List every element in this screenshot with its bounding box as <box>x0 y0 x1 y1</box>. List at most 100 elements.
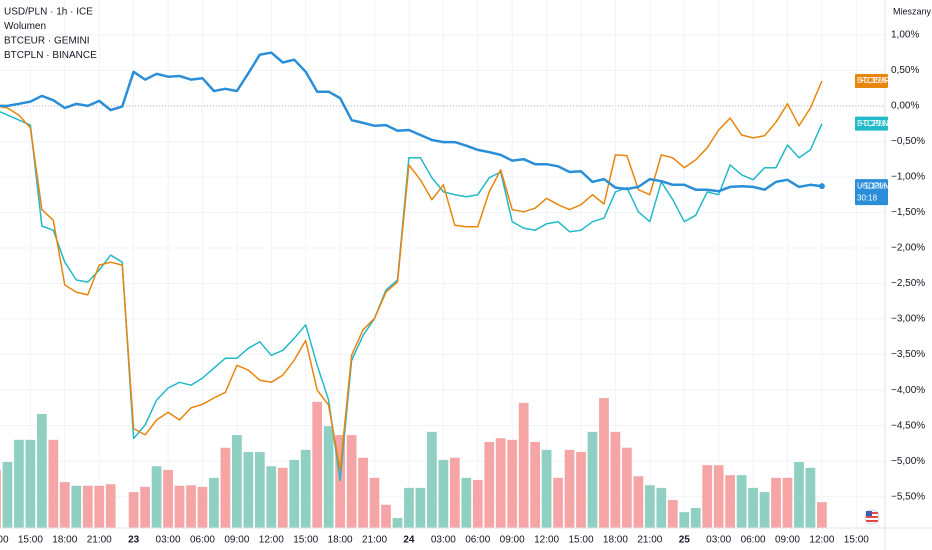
x-tick-label: 03:00 <box>431 535 456 546</box>
x-tick-label: 15:00 <box>568 535 593 546</box>
y-tick-label: −5,00% <box>891 456 925 467</box>
y-tick-label: −3,50% <box>891 349 925 360</box>
volume-bar <box>748 487 758 528</box>
volume-bar <box>404 487 414 528</box>
volume-bar <box>736 475 747 528</box>
volume-bar <box>2 462 13 528</box>
x-tick-label: 21:00 <box>87 535 112 546</box>
price-tags: USDPLN−1,13% 30:18 BTCEUR+0,35% BTCPLN−0,25… <box>855 74 890 206</box>
y-tick-label: −1,50% <box>891 207 925 218</box>
volume-bar <box>679 512 690 528</box>
volume-bar <box>140 486 150 528</box>
series-line <box>0 80 823 472</box>
volume-bar <box>186 485 196 528</box>
volume-bar <box>644 485 655 528</box>
volume-bar <box>667 500 678 528</box>
price-tag-value: −1,13% <box>860 181 887 190</box>
volume-bar <box>461 477 472 528</box>
volume-bar <box>243 451 254 528</box>
volume-bar <box>36 413 47 528</box>
volume-bar <box>254 451 265 528</box>
price-tag-box <box>855 116 888 131</box>
legend-entry: Wolumen <box>4 21 46 32</box>
volume-bar <box>564 449 575 528</box>
volume-bar <box>197 486 208 528</box>
y-tick-label: −0,50% <box>891 136 925 147</box>
x-tick-label: 18:00 <box>52 535 77 546</box>
axes: 1,00% 0,50% 0,00% −0,50% −1,00% −1,50% −2,00% −… <box>0 29 925 545</box>
y-tick-label: −3,00% <box>891 314 925 325</box>
volume-bar <box>484 441 495 528</box>
volume-bar <box>472 479 483 528</box>
series-line <box>0 111 823 482</box>
volume-bar <box>209 477 219 528</box>
x-tick-label: 09:00 <box>775 535 800 546</box>
price-tag-name: BTCPLN <box>857 119 889 128</box>
volume-bar <box>0 469 1 528</box>
x-tick-label: 12:00 <box>534 535 559 546</box>
volume-bar <box>690 507 701 528</box>
volume-bar <box>232 435 242 528</box>
x-tick-label: 25 <box>679 535 691 546</box>
legend-entry: BTCPLN · BINANCE <box>4 50 97 61</box>
volume-bar <box>71 485 82 528</box>
x-tick-label: 21:00 <box>362 535 387 546</box>
x-tick-label: 12:00 <box>809 535 834 546</box>
volume-bar <box>495 438 506 528</box>
volume-bar <box>381 504 391 528</box>
volume-bar <box>438 459 449 528</box>
volume-bar <box>587 431 598 528</box>
countdown: 30:18 <box>857 193 878 202</box>
legend-entry: USD/PLN · 1h · ICE <box>4 7 93 18</box>
volume-bar <box>759 492 770 528</box>
x-tick-label: 15:00 <box>293 535 318 546</box>
price-tag-name: USDPLN <box>857 181 890 190</box>
volume-bar <box>220 447 231 528</box>
y-tick-label: 0,50% <box>891 65 919 76</box>
legend: USD/PLN · 1h · ICE Wolumen BTCEUR · GEMINI… <box>4 7 97 62</box>
volume-bar <box>312 401 323 528</box>
x-tick-label: 15:00 <box>844 535 869 546</box>
volume-bar <box>817 502 827 528</box>
x-tick-label: 18:00 <box>603 535 628 546</box>
volume-bar <box>277 467 288 528</box>
volume-bar <box>530 441 541 528</box>
volume-bar <box>266 466 277 528</box>
x-tick-label: 23 <box>128 535 140 546</box>
y-tick-label: −1,00% <box>891 172 925 183</box>
last-point <box>818 183 825 190</box>
x-tick-label: 21:00 <box>637 535 662 546</box>
volume-bar <box>553 477 563 528</box>
volume-bar <box>14 439 24 528</box>
volume-bar <box>82 485 93 528</box>
x-tick-label: 18:00 <box>328 535 353 546</box>
volume-bar <box>358 457 368 528</box>
volume-bar <box>576 451 586 528</box>
grid <box>0 0 885 528</box>
volume-bar <box>128 492 139 528</box>
x-tick-label: 09:00 <box>224 535 249 546</box>
volume-bar <box>656 487 667 528</box>
volume-bar <box>48 439 59 528</box>
x-tick-label: 03:00 <box>156 535 181 546</box>
volume-bar <box>163 469 173 528</box>
volume-bar <box>794 462 804 528</box>
y-tick-label: −5,50% <box>891 491 925 502</box>
y-tick-label: 0,00% <box>891 101 919 112</box>
volume-bar <box>289 459 300 528</box>
volume-bar <box>725 475 736 528</box>
volume-bar <box>335 435 345 528</box>
volume-bar <box>449 457 460 528</box>
volume-bar <box>323 426 334 528</box>
volume-bar <box>633 476 644 528</box>
volume-bar <box>599 398 609 528</box>
volume-bar <box>59 482 70 528</box>
volume-bar <box>610 431 621 528</box>
x-tick-label: 06:00 <box>465 535 490 546</box>
price-tag-value: +0,35% <box>860 76 887 85</box>
volume-bar <box>94 485 105 528</box>
volume-bar <box>25 439 36 528</box>
x-tick-label: 09:00 <box>500 535 525 546</box>
y-tick-label: −2,00% <box>891 243 925 254</box>
